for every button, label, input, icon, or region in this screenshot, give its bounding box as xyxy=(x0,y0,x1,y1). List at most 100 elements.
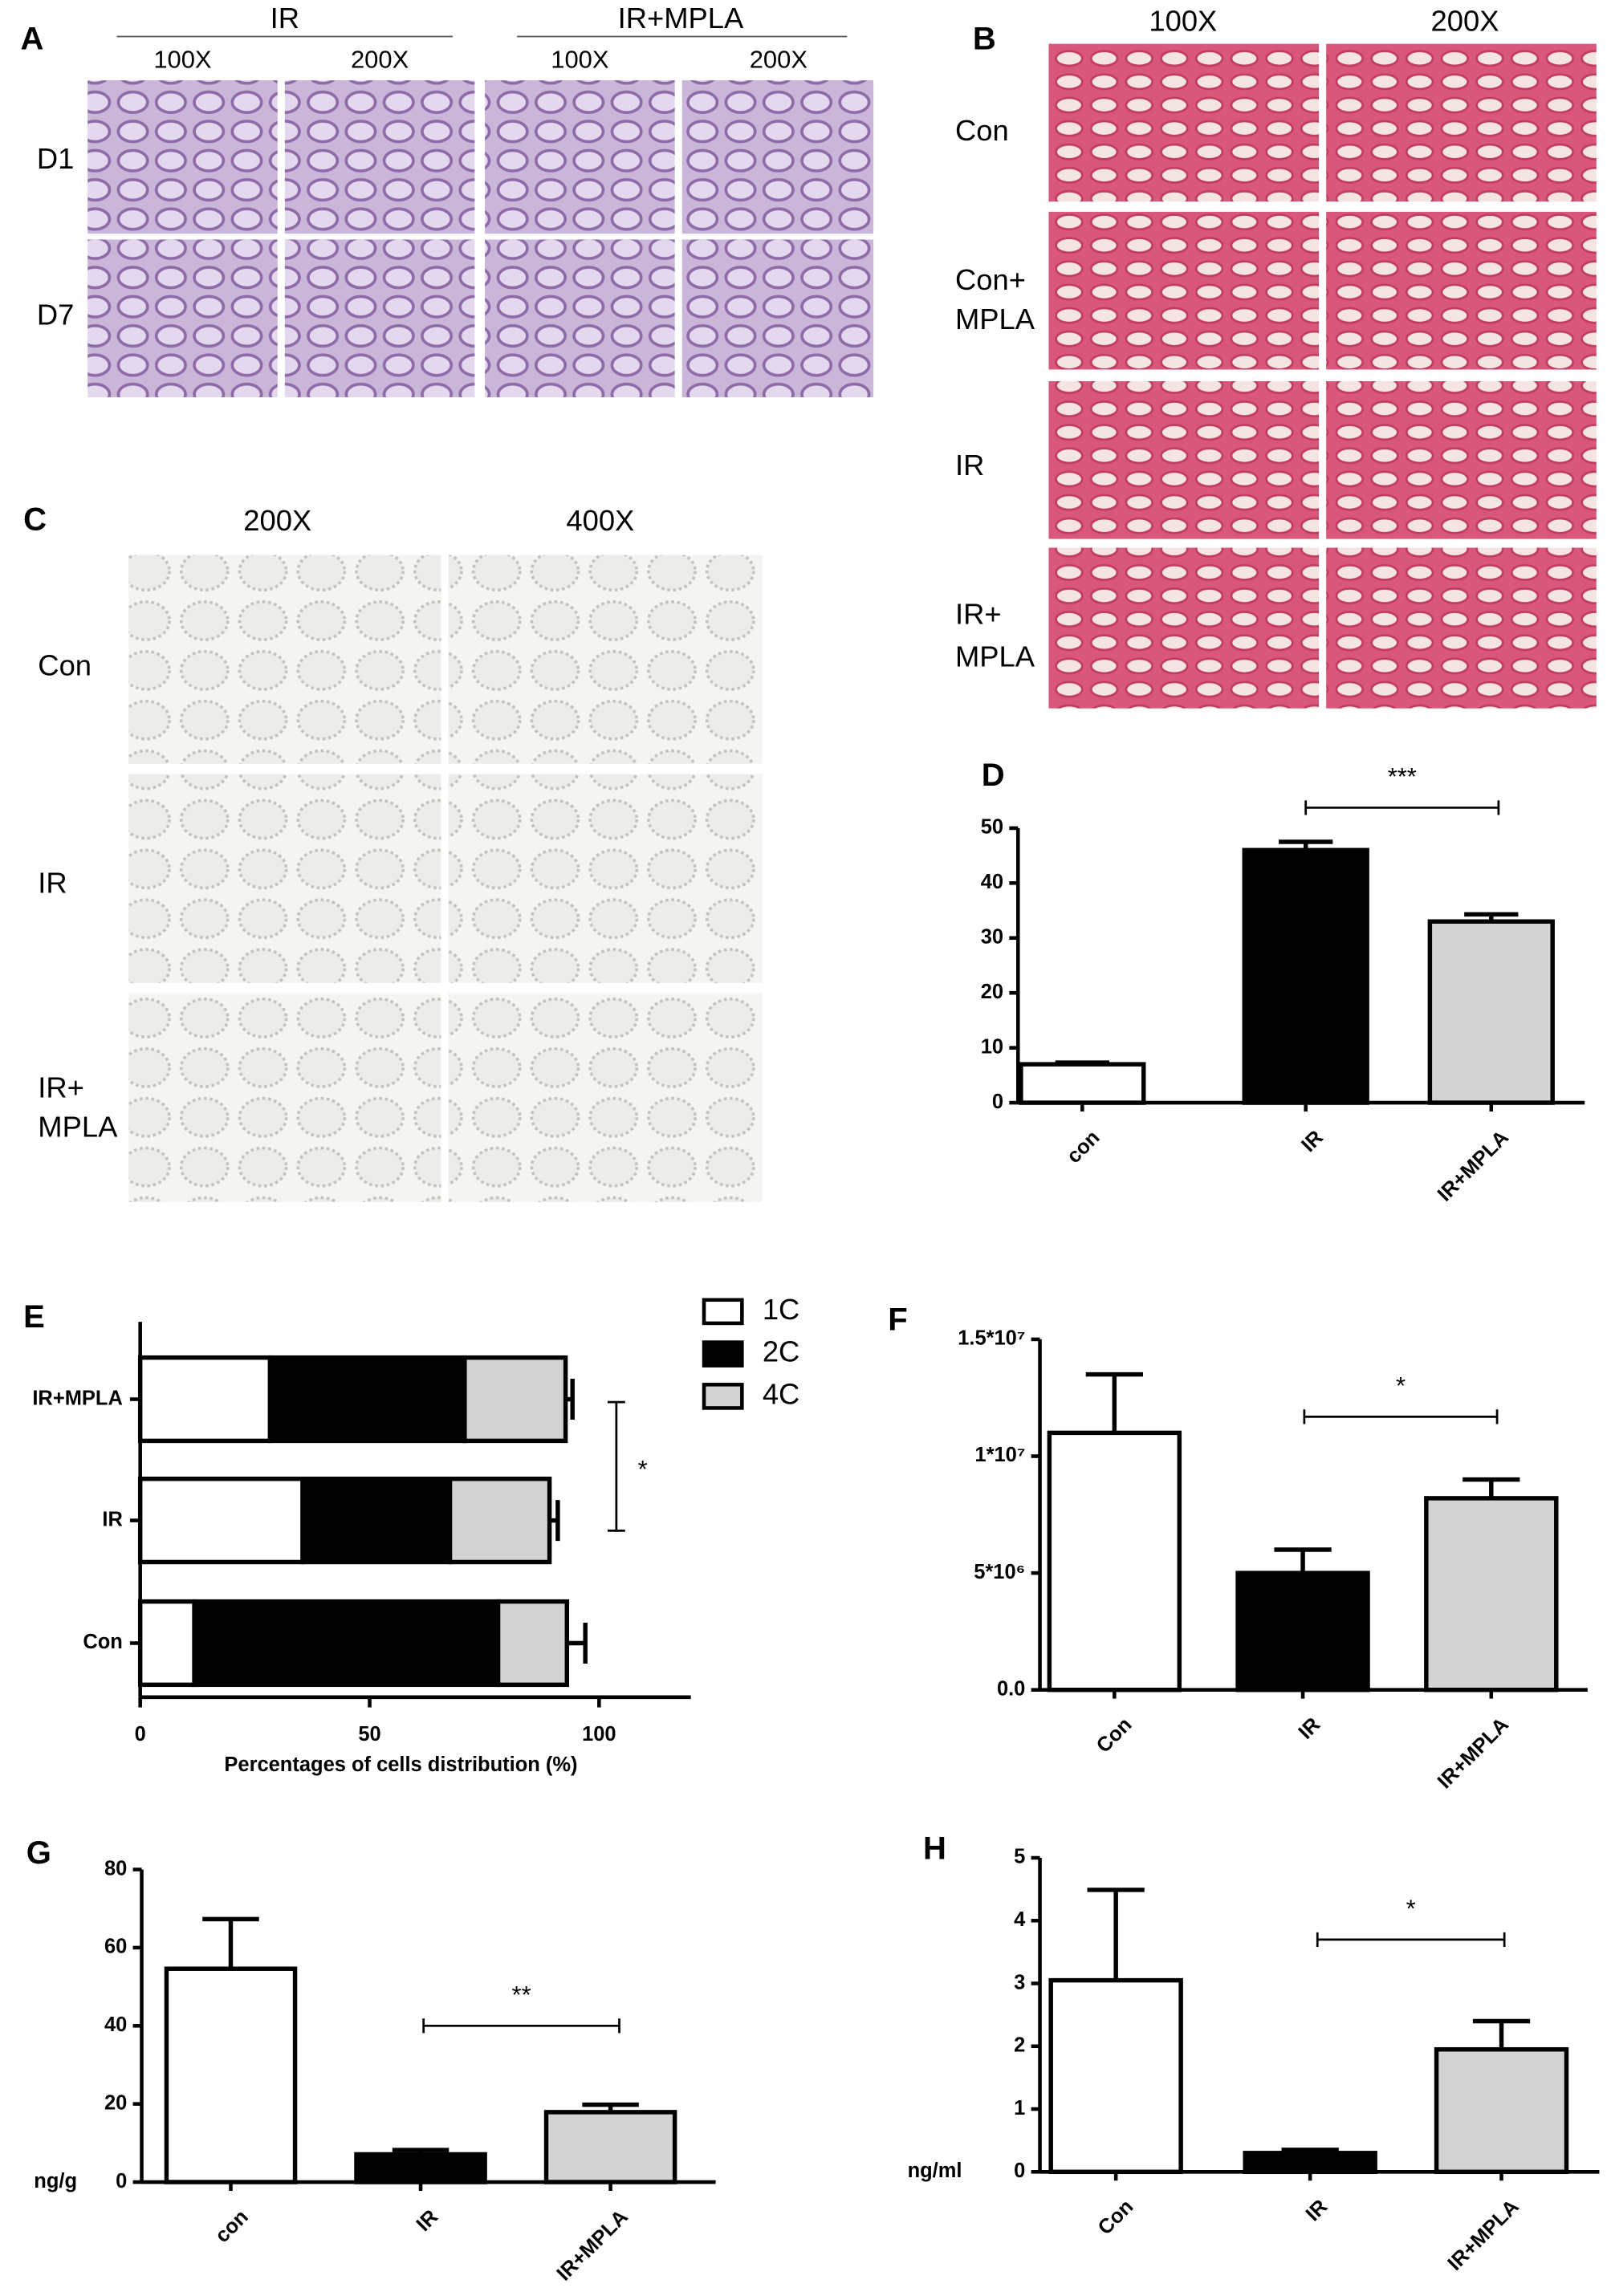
bar xyxy=(1048,1977,1183,2175)
magnification: 200X xyxy=(1431,5,1499,38)
bar xyxy=(1235,1571,1370,1693)
row-label: MPLA xyxy=(38,1110,118,1143)
row-label: IR+ xyxy=(955,598,1002,631)
row-label: Con xyxy=(955,114,1009,147)
significance-label: * xyxy=(1406,1895,1416,1923)
legend-label: 1C xyxy=(763,1293,799,1326)
y-axis-label: ng/g xyxy=(34,2170,77,2192)
significance-label: *** xyxy=(1388,762,1417,790)
magnification: 200X xyxy=(750,46,808,74)
y-tick-label: 0 xyxy=(992,1091,1003,1113)
row-label: Con xyxy=(38,648,92,681)
x-tick-label: IR xyxy=(1302,2196,1332,2226)
y-tick-label: 0 xyxy=(1014,2160,1025,2182)
bar-segment xyxy=(462,1355,568,1444)
y-tick-label: 20 xyxy=(981,981,1003,1003)
group-label: IR xyxy=(271,2,299,35)
y-tick-label: 2 xyxy=(1014,2034,1025,2057)
row-label: D7 xyxy=(37,299,74,331)
x-tick-label: IR xyxy=(1294,1713,1324,1744)
micrograph xyxy=(284,80,475,234)
micrograph xyxy=(1048,43,1320,202)
error-bar xyxy=(549,1500,560,1542)
row-label: IR+ xyxy=(38,1071,84,1103)
micrograph xyxy=(87,239,278,398)
y-tick-label: IR xyxy=(102,1508,122,1530)
x-tick-label: IR+MPLA xyxy=(1434,1713,1513,1793)
error-bar xyxy=(1055,1060,1109,1065)
bar xyxy=(164,1966,298,2184)
y-tick-label: 10 xyxy=(981,1035,1003,1058)
significance-label: * xyxy=(1396,1372,1406,1400)
magnification: 100X xyxy=(551,46,608,74)
bar xyxy=(1242,847,1369,1105)
y-axis-label: ng/ml xyxy=(908,2160,962,2182)
bar-segment xyxy=(192,1599,501,1688)
micrograph xyxy=(448,993,763,1202)
y-tick-label: 1 xyxy=(1014,2097,1025,2119)
micrograph xyxy=(681,239,874,398)
x-tick-label: con xyxy=(211,2205,253,2247)
error-bar xyxy=(1464,912,1519,922)
micrograph xyxy=(1326,43,1597,202)
micrograph xyxy=(448,774,763,983)
bar xyxy=(543,2110,677,2184)
panel-label: E xyxy=(23,1299,45,1335)
error-bar xyxy=(565,1379,575,1420)
panel-label: D xyxy=(982,758,1005,793)
x-tick-label: IR+MPLA xyxy=(552,2205,632,2285)
x-tick-label: 50 xyxy=(358,1723,380,1745)
x-tick-label: IR+MPLA xyxy=(1434,1126,1513,1205)
legend-swatch xyxy=(702,1340,744,1367)
y-tick-label: IR+MPLA xyxy=(32,1387,122,1409)
bar xyxy=(354,2152,487,2184)
panel-label: A xyxy=(20,22,43,57)
bar xyxy=(1243,2151,1377,2175)
x-tick-label: Con xyxy=(1092,1713,1137,1758)
y-tick-label: 5 xyxy=(1014,1846,1025,1868)
bar xyxy=(1019,1062,1146,1105)
error-bar xyxy=(1463,1477,1520,1498)
y-tick-label: 30 xyxy=(981,926,1003,949)
error-bar xyxy=(567,1622,588,1664)
micrograph xyxy=(448,555,763,764)
x-axis-label: Percentages of cells distribution (%) xyxy=(224,1753,577,1776)
bar-segment xyxy=(300,1476,453,1565)
y-tick-label: 5*10⁶ xyxy=(974,1561,1025,1583)
y-tick-label: 80 xyxy=(104,1857,127,1879)
micrograph xyxy=(1326,547,1597,709)
y-tick-label: 4 xyxy=(1014,1908,1026,1931)
legend-label: 4C xyxy=(763,1378,799,1411)
y-tick-label: 0.0 xyxy=(997,1677,1025,1700)
error-bar xyxy=(1274,1547,1332,1574)
error-bar xyxy=(582,2102,639,2112)
y-tick-label: 0 xyxy=(116,2170,127,2192)
y-tick-label: 20 xyxy=(104,2091,127,2114)
error-bar xyxy=(1281,2148,1339,2153)
bar-segment xyxy=(495,1599,570,1688)
bar-segment xyxy=(137,1355,273,1444)
panel-label: C xyxy=(23,502,47,537)
micrograph xyxy=(1326,381,1597,539)
error-bar xyxy=(392,2148,450,2155)
legend-swatch xyxy=(702,1383,744,1410)
magnification: 100X xyxy=(153,46,211,74)
y-tick-label: 40 xyxy=(981,871,1003,893)
bar xyxy=(1427,919,1555,1105)
error-bar xyxy=(1279,839,1333,851)
group-label: IR+MPLA xyxy=(618,2,744,35)
micrograph xyxy=(485,80,675,234)
bar-segment xyxy=(137,1599,197,1688)
panel-label: F xyxy=(888,1302,907,1338)
row-label: D1 xyxy=(37,142,74,175)
bar xyxy=(1424,1496,1559,1693)
micrograph xyxy=(1048,547,1320,709)
row-label: Con+ xyxy=(955,263,1026,296)
bar-segment xyxy=(447,1476,552,1565)
significance-label: * xyxy=(638,1455,648,1483)
bar-segment xyxy=(267,1355,467,1444)
significance-label: ** xyxy=(512,1981,531,2009)
row-label: MPLA xyxy=(955,303,1035,335)
panel-label: G xyxy=(26,1835,51,1871)
